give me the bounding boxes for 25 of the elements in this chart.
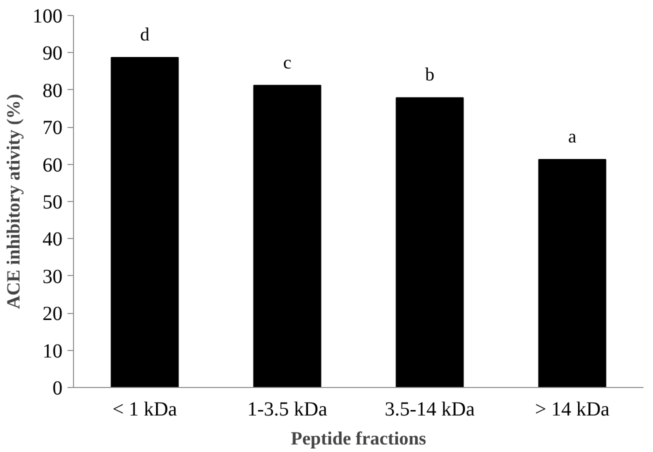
y-tick-label: 60 (42, 154, 62, 176)
x-tick-label: 1-3.5 kDa (247, 398, 328, 420)
y-tick-label: 30 (42, 266, 62, 288)
x-tick-label: > 14 kDa (534, 398, 610, 420)
x-tick-label: < 1 kDa (112, 398, 178, 420)
y-tick-label: 40 (42, 228, 62, 251)
y-tick-label: 90 (42, 42, 62, 65)
y-tick-label: 0 (52, 378, 62, 400)
annotation: c (283, 52, 292, 74)
annotation: a (568, 126, 578, 148)
annotation: d (140, 24, 150, 46)
y-tick-label: 10 (42, 340, 62, 362)
y-tick-label: 70 (42, 117, 62, 140)
y-tick-label: 80 (42, 80, 62, 102)
y-tick-label: 20 (42, 303, 62, 326)
bar (538, 158, 606, 388)
x-tick-label: 3.5-14 kDa (384, 398, 475, 420)
bar (396, 97, 464, 388)
y-axis-title: ACE inhibitory ativity (%) (4, 94, 24, 310)
bar (253, 84, 322, 388)
bar (110, 57, 179, 388)
y-tick-label: 50 (42, 192, 62, 214)
annotation: b (425, 64, 434, 86)
x-axis-title: Peptide fractions (290, 428, 426, 450)
y-tick-label: 100 (32, 6, 62, 28)
